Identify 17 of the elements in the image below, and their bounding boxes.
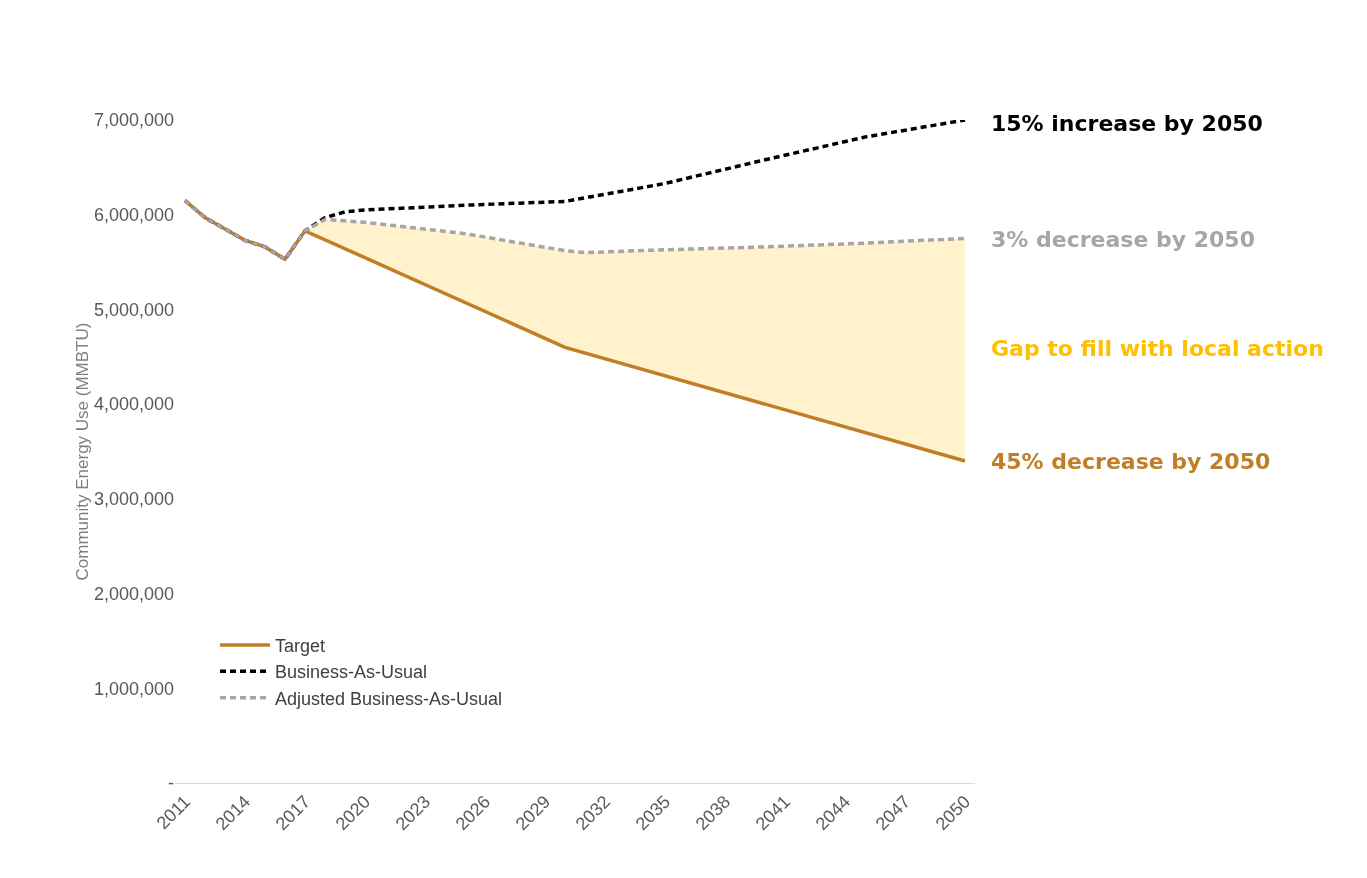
legend-label: Target: [275, 635, 326, 656]
text: 45% decrease by 2050: [991, 449, 1271, 474]
y-tick-label: 1,000,000: [93, 678, 174, 699]
y-tick-label: 6,000,000: [93, 205, 174, 226]
text: Gap to fill with local action: [991, 336, 1324, 361]
y-tick-label: 4,000,000: [93, 394, 174, 415]
text: 3% decrease by 2050: [991, 227, 1255, 252]
y-axis-title: Community Energy Use (MMBTU): [72, 322, 92, 581]
y-tick-label: 3,000,000: [93, 489, 174, 510]
legend-label: Adjusted Business-As-Usual: [275, 688, 503, 709]
line-series: [183, 198, 967, 261]
text: 15% increase by 2050: [991, 111, 1263, 136]
legend-label: Business-As-Usual: [275, 662, 428, 683]
y-tick-label: 2,000,000: [93, 583, 174, 604]
y-tick-label: -: [168, 773, 174, 794]
y-tick-label: 5,000,000: [93, 299, 174, 320]
y-tick-label: 7,000,000: [93, 110, 174, 131]
